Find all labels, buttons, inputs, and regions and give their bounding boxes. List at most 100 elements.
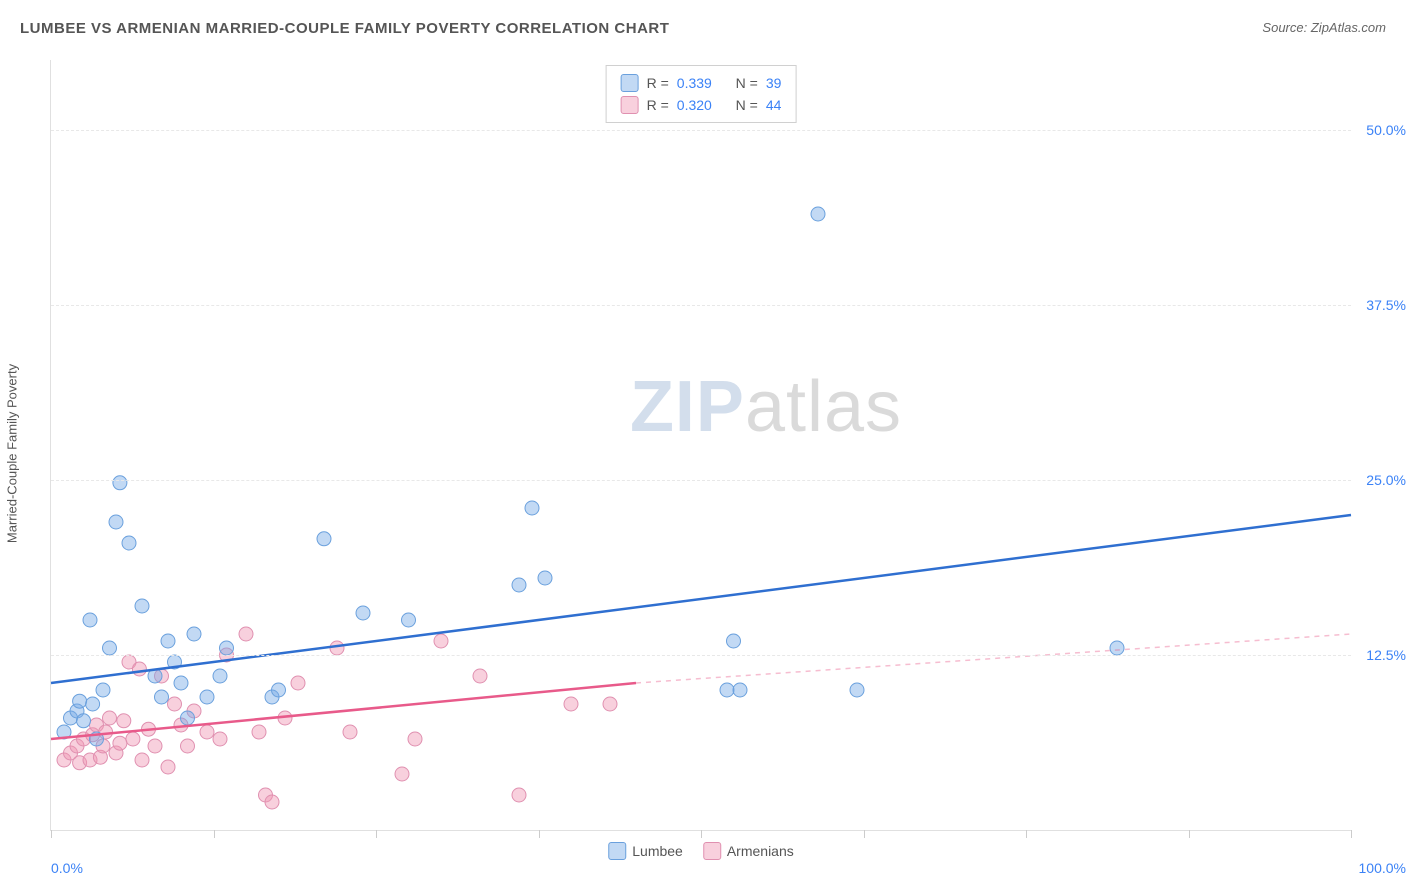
x-max-label: 100.0% [1359,860,1406,876]
data-point [720,683,734,697]
trend-line [51,515,1351,683]
data-point [356,606,370,620]
lumbee-label: Lumbee [632,843,683,859]
y-axis-label: Married-Couple Family Poverty [5,364,20,543]
data-point [200,690,214,704]
data-point [174,676,188,690]
x-tick [539,830,540,838]
y-tick-label: 25.0% [1366,472,1406,488]
data-point [86,697,100,711]
data-point [402,613,416,627]
x-tick [701,830,702,838]
data-point [103,641,117,655]
data-point [187,627,201,641]
data-point [109,515,123,529]
data-point [525,501,539,515]
n-label: N = [736,75,758,91]
data-point [727,634,741,648]
gridline-h [51,130,1351,131]
data-point [161,760,175,774]
data-point [96,683,110,697]
data-point [113,736,127,750]
legend-item-lumbee: Lumbee [608,842,683,860]
data-point [272,683,286,697]
data-point [330,641,344,655]
scatter-svg [51,60,1351,830]
data-point [135,599,149,613]
armenians-swatch-icon [621,96,639,114]
data-point [1110,641,1124,655]
gridline-h [51,480,1351,481]
stats-row-lumbee: R = 0.339 N = 39 [621,72,782,94]
data-point [181,739,195,753]
data-point [733,683,747,697]
armenians-swatch-icon [703,842,721,860]
chart-title: LUMBEE VS ARMENIAN MARRIED-COUPLE FAMILY… [20,20,669,37]
data-point [850,683,864,697]
r-label: R = [647,75,669,91]
trend-line [636,634,1351,683]
data-point [220,641,234,655]
stats-legend: R = 0.339 N = 39 R = 0.320 N = 44 [606,65,797,123]
legend-item-armenians: Armenians [703,842,794,860]
gridline-h [51,305,1351,306]
data-point [265,795,279,809]
x-tick [1026,830,1027,838]
data-point [512,578,526,592]
lumbee-r-value: 0.339 [677,75,712,91]
source-label: Source: [1262,20,1307,35]
chart-plot-area: ZIPatlas R = 0.339 N = 39 R = 0.320 N = … [50,60,1351,831]
data-point [126,732,140,746]
data-point [200,725,214,739]
data-point [239,627,253,641]
source-attribution: Source: ZipAtlas.com [1262,20,1386,35]
data-point [117,714,131,728]
data-point [148,739,162,753]
data-point [512,788,526,802]
gridline-h [51,655,1351,656]
armenians-n-value: 44 [766,97,782,113]
data-point [538,571,552,585]
y-tick-label: 12.5% [1366,647,1406,663]
data-point [434,634,448,648]
x-tick [376,830,377,838]
data-point [135,753,149,767]
source-name: ZipAtlas.com [1311,20,1386,35]
data-point [564,697,578,711]
data-point [132,662,146,676]
data-point [83,613,97,627]
series-legend: Lumbee Armenians [608,842,794,860]
r-label: R = [647,97,669,113]
data-point [213,732,227,746]
data-point [291,676,305,690]
x-min-label: 0.0% [51,860,83,876]
data-point [252,725,266,739]
data-point [77,714,91,728]
data-point [603,697,617,711]
n-label: N = [736,97,758,113]
data-point [103,711,117,725]
stats-row-armenians: R = 0.320 N = 44 [621,94,782,116]
data-point [473,669,487,683]
data-point [122,536,136,550]
data-point [155,690,169,704]
x-tick [864,830,865,838]
y-tick-label: 50.0% [1366,122,1406,138]
lumbee-n-value: 39 [766,75,782,91]
data-point [811,207,825,221]
data-point [395,767,409,781]
x-tick [1189,830,1190,838]
data-point [181,711,195,725]
lumbee-swatch-icon [608,842,626,860]
data-point [113,476,127,490]
data-point [408,732,422,746]
data-point [161,634,175,648]
data-point [343,725,357,739]
data-point [213,669,227,683]
armenians-r-value: 0.320 [677,97,712,113]
x-tick [214,830,215,838]
armenians-label: Armenians [727,843,794,859]
lumbee-swatch-icon [621,74,639,92]
data-point [168,697,182,711]
x-tick [51,830,52,838]
